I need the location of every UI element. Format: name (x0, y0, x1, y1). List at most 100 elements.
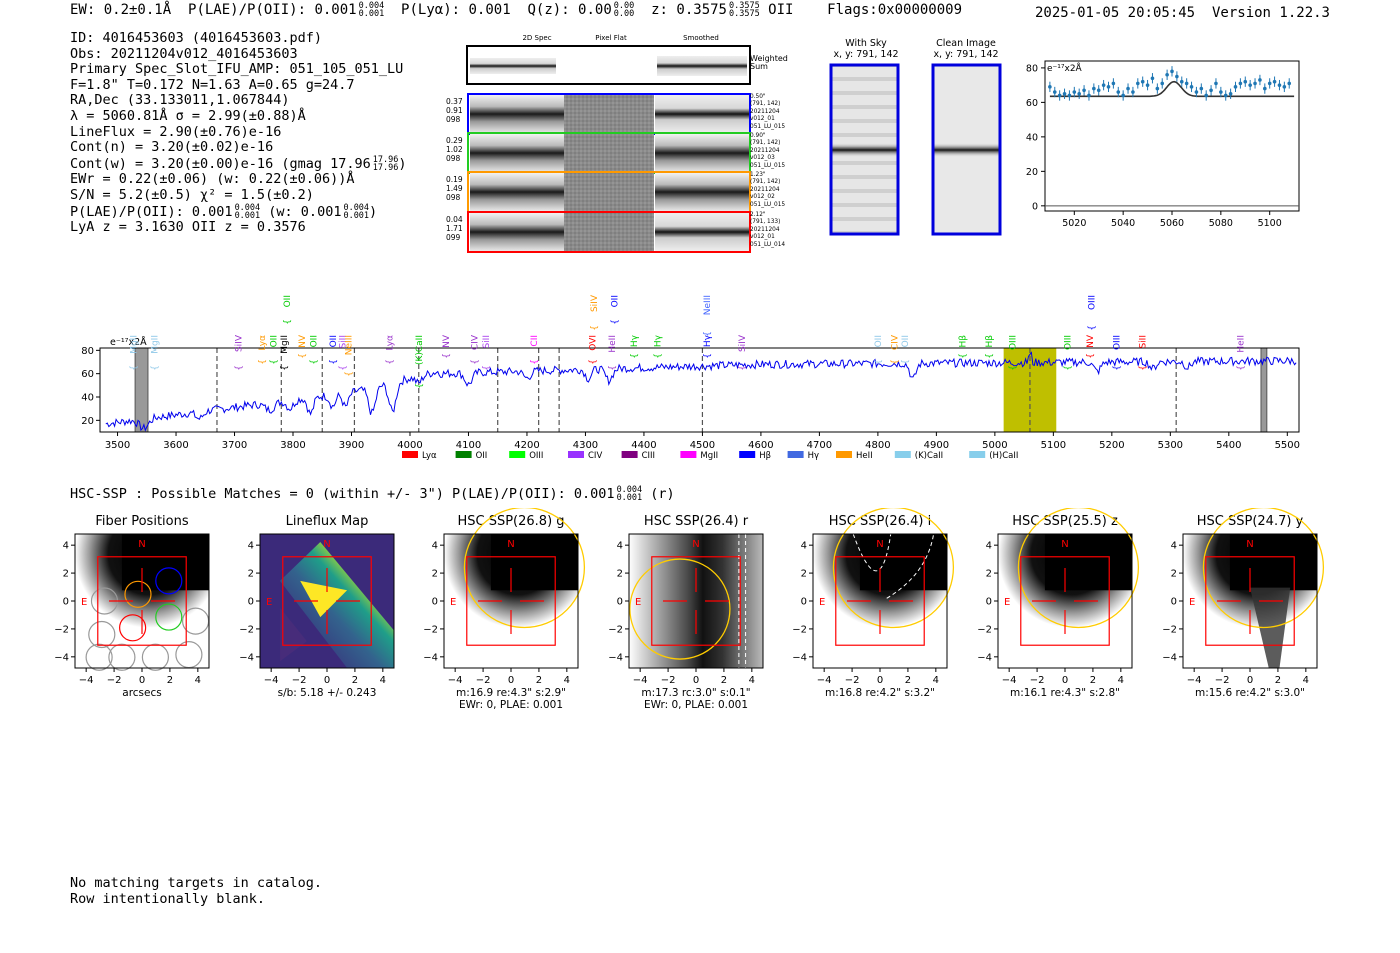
zoom-data-point (1233, 85, 1238, 89)
spectrum-legend-swatch (568, 451, 584, 458)
info-plae-w: (w: 0.001 (268, 203, 342, 220)
zoom-data-point (1204, 93, 1208, 98)
spectrum-x-tick-label: 5100 (1041, 440, 1066, 451)
spectrum-line-label: CII { (530, 335, 540, 365)
spectrum-line-label: Hγ { (653, 334, 663, 358)
spectrum-line-label-brace: { (1113, 365, 1123, 371)
hsc-summary-lo: 0.001 (616, 493, 643, 503)
sky-clean-svg (829, 63, 1002, 236)
header-qz-hi: 0.00 (613, 1, 635, 11)
spectrum-line-label: CIV { (470, 334, 480, 365)
zoom-data-point (1199, 86, 1204, 91)
spectrum-line-label-text: NV (442, 334, 452, 348)
panel-y-tick-label: 4 (432, 541, 438, 552)
spectrum-line-label-text: SiIV (738, 334, 748, 352)
panel-x-tick-label: −2 (476, 675, 491, 686)
zoom-data-point (1121, 93, 1125, 98)
spectrum-line-label-brace: { (442, 353, 452, 359)
header-z: z: 0.3575 (651, 2, 727, 18)
zoom-data-point (1258, 78, 1262, 82)
spectrum-line-label: Hβ { (959, 335, 969, 359)
panel-bright-source (1044, 534, 1132, 591)
cutout-row-right-label: 1.23" (791, 142) 20211204 v012_02 051_LU_015 (750, 172, 794, 209)
spectrum-legend-swatch (680, 451, 697, 458)
spectrum-line-label-text: SiII (482, 335, 492, 349)
cutout-row-stat: 0.04 (446, 215, 463, 224)
zoom-data-point (1145, 83, 1150, 87)
panel-x-tick-label: −2 (845, 675, 860, 686)
info-plae-w-end: ) (369, 203, 378, 220)
spectrum-line-label: MgII { (150, 335, 160, 371)
panel-y-tick-label: −4 (423, 652, 438, 663)
search-box (282, 556, 372, 646)
aperture-circle (629, 558, 731, 660)
panel-y-tick-label: 2 (63, 569, 69, 580)
cutout-row-4 (467, 211, 751, 253)
east-label: E (819, 597, 825, 608)
spectrum-x-tick-label: 3500 (105, 440, 130, 451)
panel-x-tick-label: 0 (1247, 675, 1253, 686)
spectrum-legend-label: MgII (700, 451, 718, 461)
info-obs: Obs: 20211204v012_4016453603 (70, 45, 298, 62)
spectrum-line-label-text: Lyα (386, 335, 396, 351)
panel-y-tick-label: 0 (63, 597, 69, 608)
cutout-row-meta: 20211204 (750, 108, 780, 115)
cutout-row-meta: (791, 142) (750, 179, 781, 186)
fiber-circle (85, 643, 113, 671)
panel-y-tick-label: −4 (239, 652, 254, 663)
spectrum-y-tick-label: 80 (81, 346, 94, 357)
panel-bright-source (1229, 534, 1317, 591)
zoom-data-point (1092, 86, 1096, 91)
panel-y-tick-label: 0 (986, 597, 992, 608)
cutout-row-stat: 1.71 (446, 224, 463, 233)
panel-y-tick-label: 4 (986, 541, 992, 552)
spectrum-legend-swatch (621, 451, 638, 458)
cutout-row-stat: 098 (446, 154, 461, 163)
header-z-hi: 0.3575 (728, 1, 760, 11)
panel-x-tick-label: 2 (721, 675, 727, 686)
spectrum-ylabel: e⁻¹⁷x2Å (110, 336, 147, 348)
spectrum-x-tick-label: 3700 (222, 440, 247, 451)
info-contw-text: Cont(w) = 3.20(±0.00)e-16 (gmag 17.96 (70, 155, 371, 172)
panel-y-tick-label: 2 (801, 569, 807, 580)
spectrum-y-tick-label: 40 (81, 393, 94, 404)
zoom-data-point (1150, 76, 1155, 81)
cutout-row-meta: 051_LU_014 (750, 241, 786, 248)
zoom-data-point (1077, 91, 1081, 96)
spectrum-line-label-text: SiII (1138, 335, 1148, 349)
info-radec: RA,Dec (33.133011,1.067844) (70, 92, 290, 109)
spectrum-line-label-brace: { (309, 359, 319, 365)
cutout-row-right-label: 2.12" (791, 133) 20211204 v012_01 051_LU_014 (750, 212, 794, 249)
spectrum-line-label: MgII { (129, 335, 139, 371)
hsc-summary: HSC-SSP : Possible Matches = 0 (within +… (70, 485, 675, 503)
spectrum-line-label-brace: { (150, 365, 160, 371)
panel-y-tick-label: −2 (977, 624, 992, 635)
panel-x-tick-label: −2 (292, 675, 307, 686)
fiber-circle (124, 580, 152, 608)
hsc-summary-hi: 0.004 (616, 485, 643, 495)
spectrum-line-label-text: CIV (470, 334, 480, 350)
spectrum-legend-swatch (509, 451, 526, 458)
cutout-row-left-label: 0.29 1.02 098 (446, 136, 468, 163)
panel-y-tick-label: 0 (432, 597, 438, 608)
zoom-data-point (1067, 93, 1072, 98)
spectrum-line-label-text: CIV (890, 334, 900, 350)
spectrum-legend-label: OII (476, 451, 488, 461)
spectrum-x-tick-label: 4400 (631, 440, 656, 451)
spectrum-line-label: Hβ { (985, 335, 995, 359)
spectrum-line-label-brace: { (874, 359, 884, 365)
header-plya: P(Lyα): 0.001 (401, 2, 511, 18)
panel-caption: m:16.9 re:4.3" s:2.9" (456, 687, 566, 699)
search-box (97, 556, 187, 646)
footer: No matching targets in catalog. Row inte… (70, 875, 322, 907)
aperture-circle (463, 508, 586, 629)
spectrum-legend-label: (H)CaII (989, 451, 1018, 461)
panel-y-tick-label: 2 (986, 569, 992, 580)
zoom-data-point (1111, 81, 1116, 86)
zoom-data-point (1214, 81, 1218, 86)
north-label: N (876, 539, 883, 550)
panel-y-tick-label: −4 (792, 652, 807, 663)
